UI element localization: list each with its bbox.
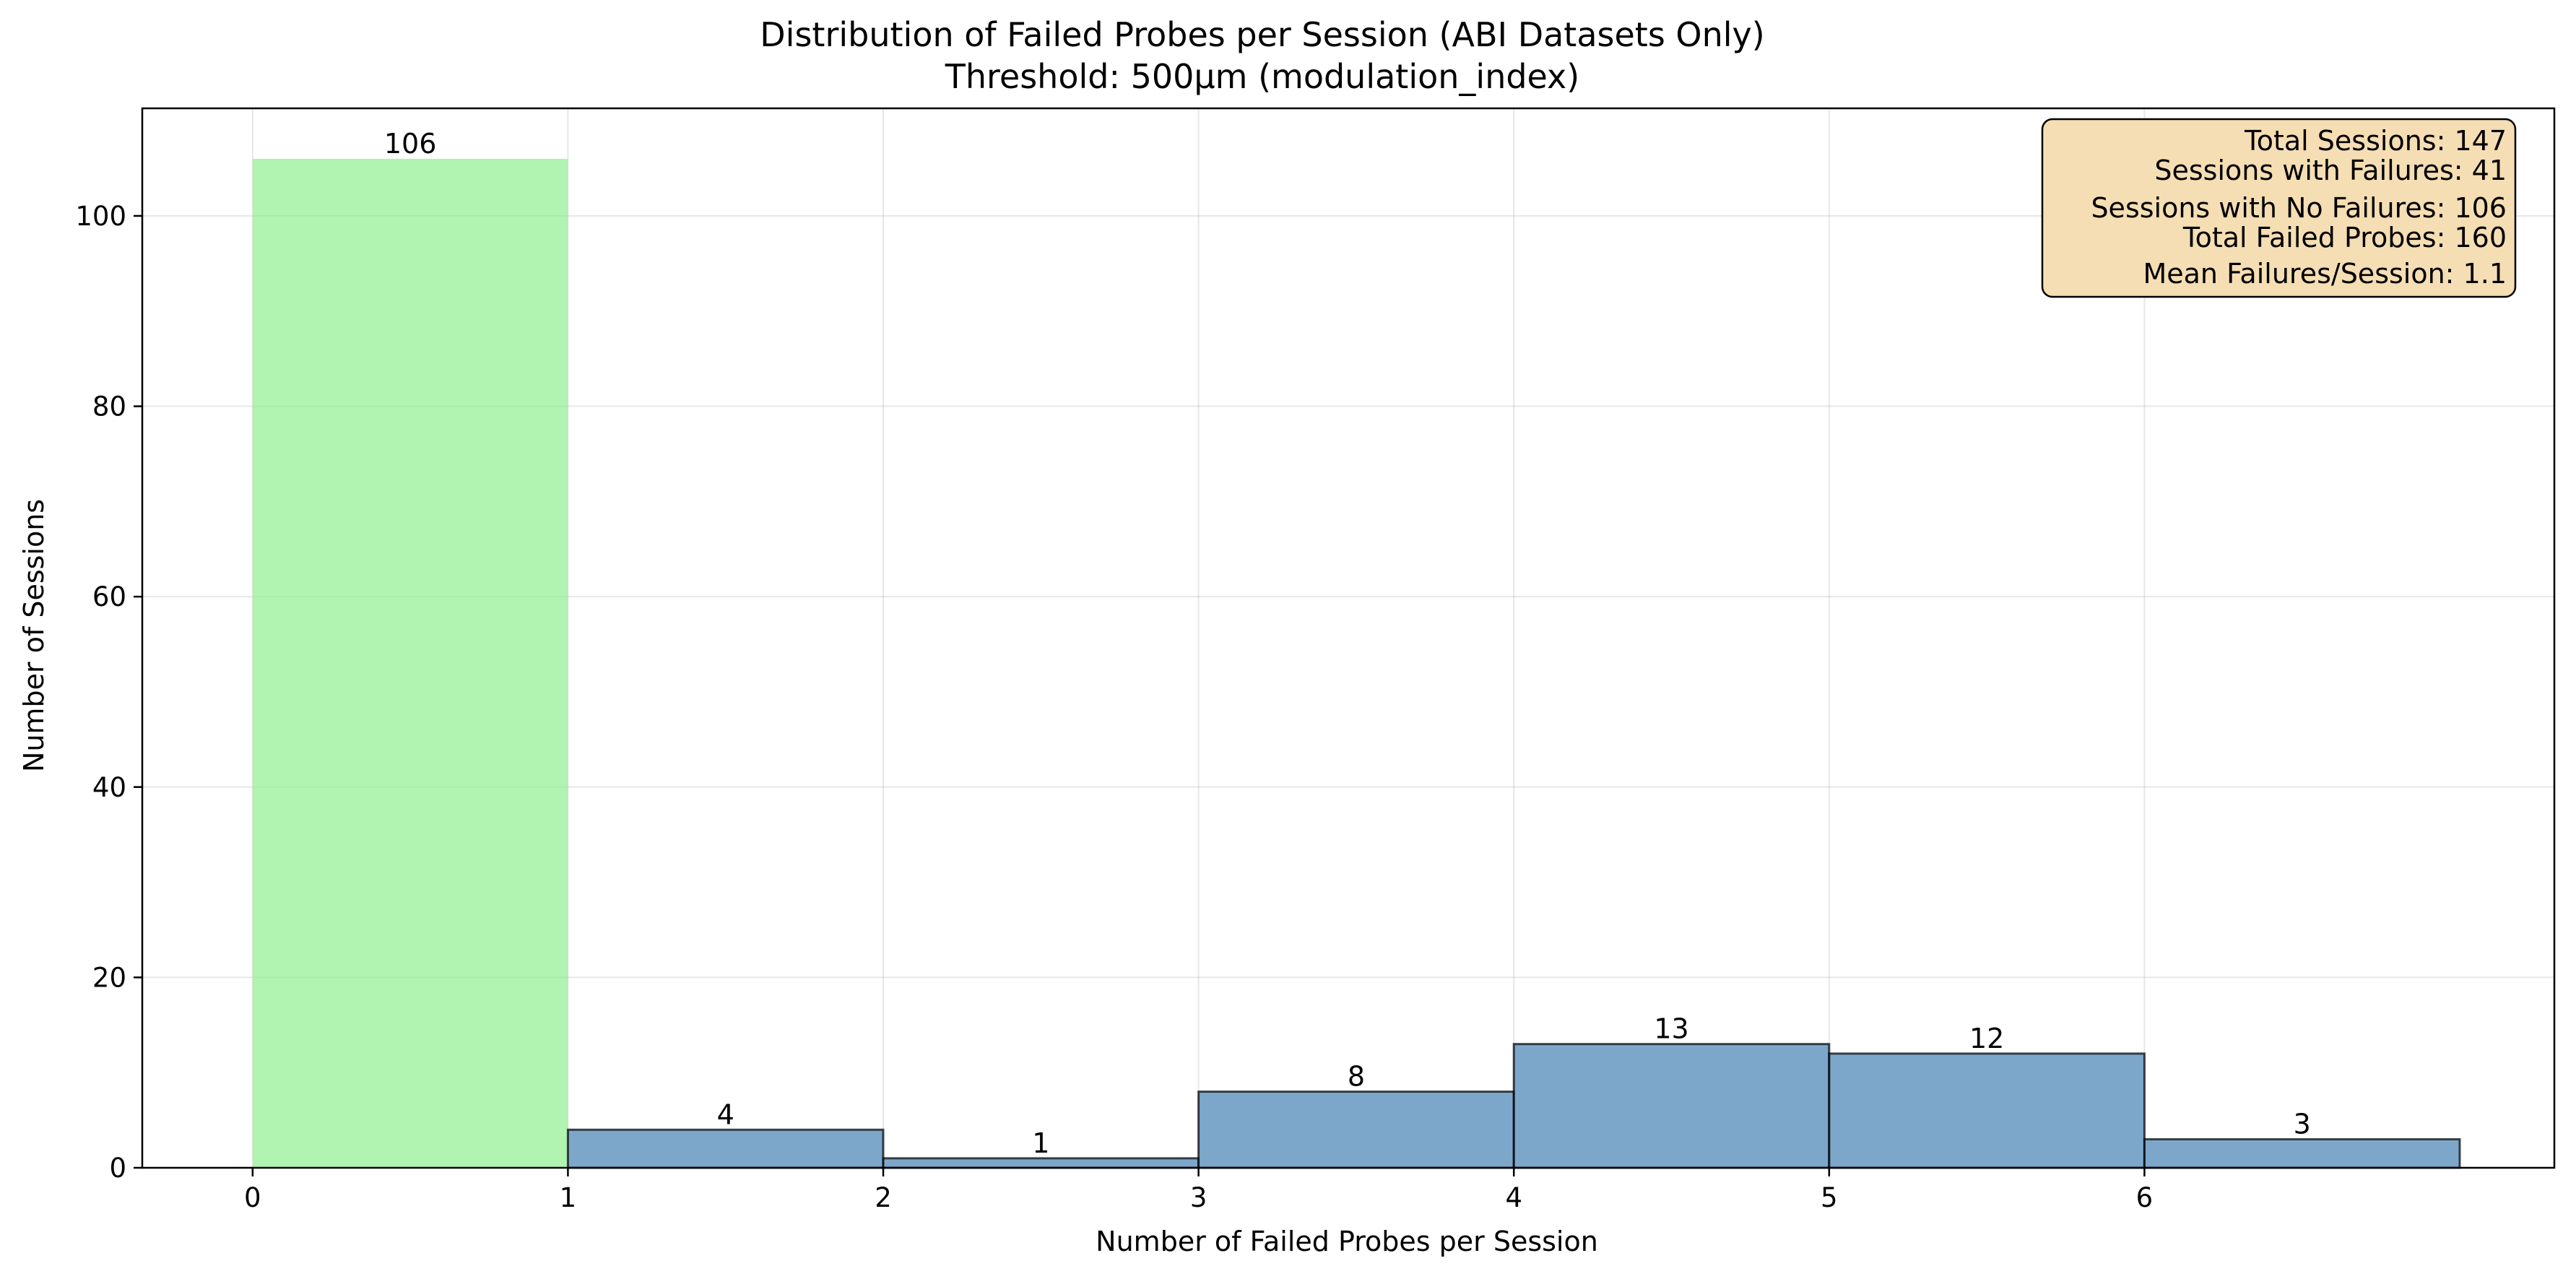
y-tick-label: 0	[109, 1153, 126, 1184]
x-tick-label: 1	[560, 1182, 577, 1213]
histogram-bar	[1197, 1091, 1515, 1169]
y-tick-label: 20	[92, 962, 126, 993]
bars	[252, 158, 2461, 1169]
y-tick-label: 80	[92, 391, 126, 422]
x-tick-label: 6	[2136, 1182, 2154, 1213]
stats-total-sessions: Total Sessions: 147	[2244, 125, 2507, 157]
summary-stats-box: Total Sessions: 147 Sessions with Failur…	[2041, 118, 2517, 298]
bar-value-label: 4	[717, 1098, 734, 1130]
bar-value-label: 13	[1654, 1013, 1688, 1045]
stats-sessions-no-failures: Sessions with No Failures: 106	[2091, 192, 2507, 224]
chart-title: Distribution of Failed Probes per Sessio…	[760, 15, 1764, 54]
histogram-bar	[252, 158, 568, 1168]
chart-subtitle: Threshold: 500µm (modulation_index)	[945, 57, 1579, 96]
y-tick-label: 60	[92, 581, 126, 612]
bar-value-label: 8	[1348, 1061, 1365, 1093]
bar-value-label: 3	[2294, 1108, 2311, 1140]
x-tick-label: 4	[1505, 1182, 1522, 1213]
x-tick-label: 2	[875, 1182, 892, 1213]
y-tick-label: 100	[75, 201, 126, 232]
plot-area-frame	[141, 107, 2556, 1169]
stats-total-failed-probes: Total Failed Probes: 160	[2182, 222, 2507, 253]
stats-sessions-with-failures: Sessions with Failures: 41	[2154, 155, 2507, 186]
x-tick-label: 0	[244, 1182, 261, 1213]
x-tick-label: 3	[1190, 1182, 1207, 1213]
bar-value-labels: 106 4 1 8 13 12 3	[384, 128, 2311, 1159]
x-axis-label: Number of Failed Probes per Session	[1096, 1226, 1598, 1257]
histogram-bar	[1512, 1043, 1831, 1169]
summary-stats-background	[2041, 118, 2517, 298]
histogram-bar	[566, 1128, 885, 1169]
stats-mean-failures: Mean Failures/Session: 1.1	[2143, 258, 2507, 290]
histogram-bar	[2143, 1137, 2461, 1169]
bar-value-label: 1	[1032, 1127, 1049, 1159]
y-tick-label: 40	[92, 772, 126, 803]
histogram-bar	[1828, 1052, 2146, 1169]
histogram-bar	[882, 1157, 1200, 1169]
x-tick-label: 5	[1821, 1182, 1838, 1213]
bar-value-label: 12	[1969, 1023, 2004, 1054]
bar-value-label: 106	[384, 128, 437, 160]
y-axis-label: Number of Sessions	[18, 499, 50, 772]
